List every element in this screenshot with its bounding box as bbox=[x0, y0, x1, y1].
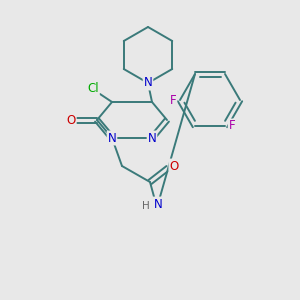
Text: O: O bbox=[169, 160, 178, 172]
Text: N: N bbox=[108, 131, 116, 145]
Text: F: F bbox=[170, 94, 176, 106]
Text: N: N bbox=[154, 197, 162, 211]
Text: H: H bbox=[142, 201, 150, 211]
Text: N: N bbox=[148, 131, 156, 145]
Text: F: F bbox=[229, 119, 235, 133]
Text: O: O bbox=[66, 113, 76, 127]
Text: N: N bbox=[144, 76, 152, 89]
Text: Cl: Cl bbox=[87, 82, 99, 95]
